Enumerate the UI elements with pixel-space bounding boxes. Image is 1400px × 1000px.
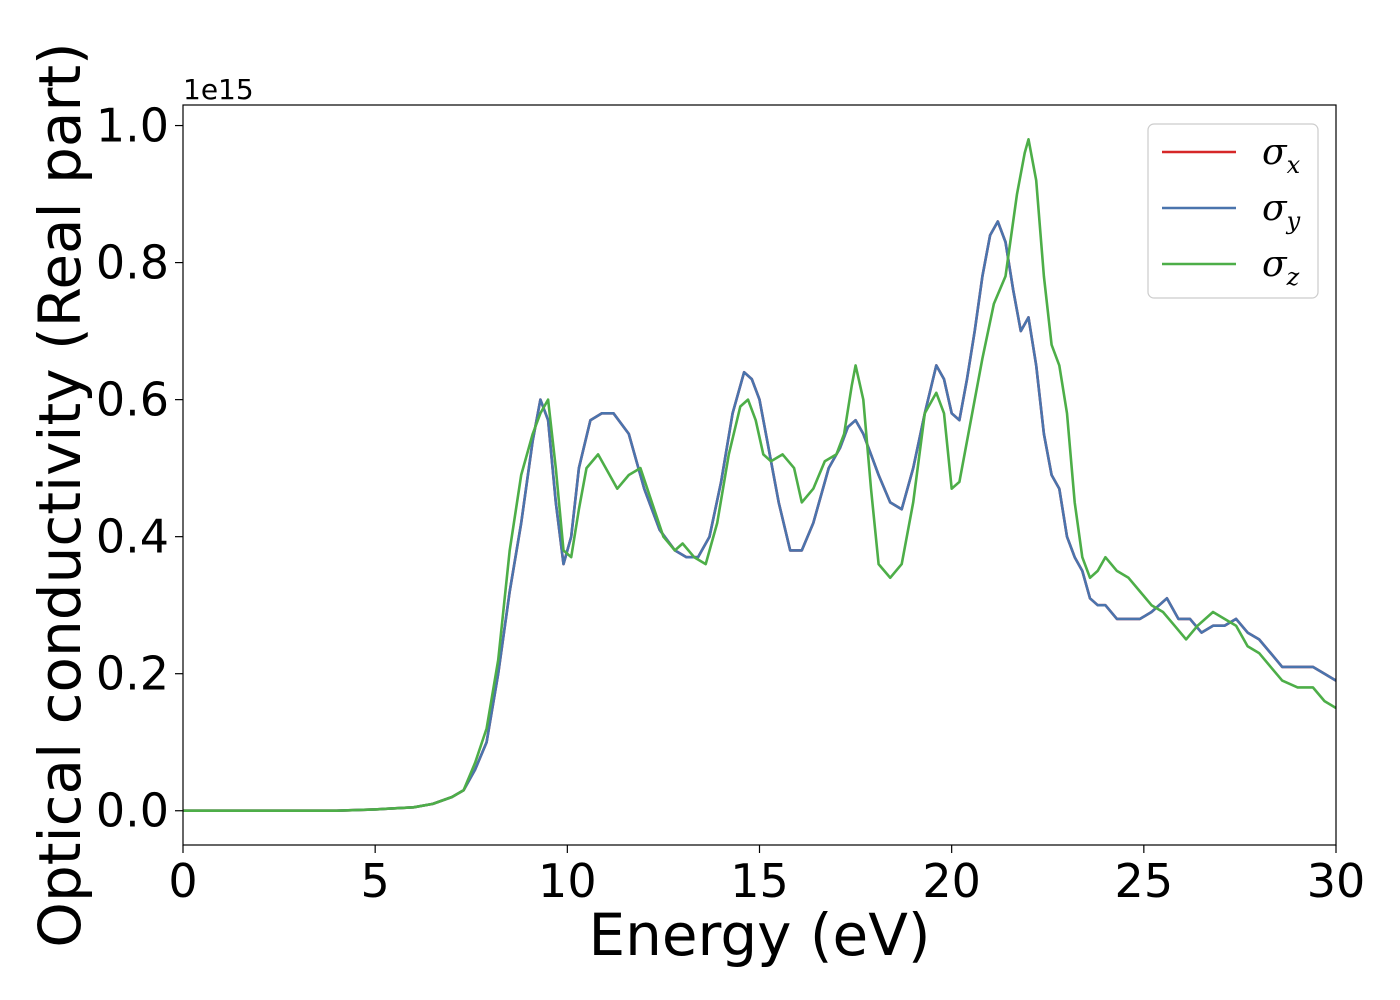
x-axis-ticks: 0 5 10 15 20 25 30 (168, 845, 1365, 908)
x-tick-label: 0 (168, 854, 197, 908)
y-tick-label: 0.2 (96, 647, 169, 701)
legend-frame (1147, 123, 1319, 299)
x-tick-label: 15 (730, 854, 789, 908)
y-tick-label: 0.6 (96, 373, 169, 427)
x-tick-label: 20 (922, 854, 981, 908)
y-tick-label: 0.4 (96, 510, 169, 564)
series-line-z (183, 138, 1336, 812)
x-tick-label: 25 (1115, 854, 1174, 908)
x-tick-label: 10 (538, 854, 597, 908)
x-tick-label: 5 (361, 854, 390, 908)
y-tick-label: 0.0 (96, 784, 169, 838)
x-axis-label: Energy (eV) (588, 901, 930, 969)
y-tick-label: 0.8 (96, 236, 169, 290)
series-line-y (183, 220, 1336, 812)
y-axis-offset-text: 1e15 (183, 73, 254, 106)
x-tick-label: 30 (1307, 854, 1366, 908)
y-tick-label: 1.0 (96, 99, 169, 153)
plot-series (183, 138, 1336, 812)
y-axis-ticks: 0.0 0.2 0.4 0.6 0.8 1.0 (96, 99, 183, 838)
y-axis-label: Optical conductivity (Real part) (26, 42, 94, 947)
